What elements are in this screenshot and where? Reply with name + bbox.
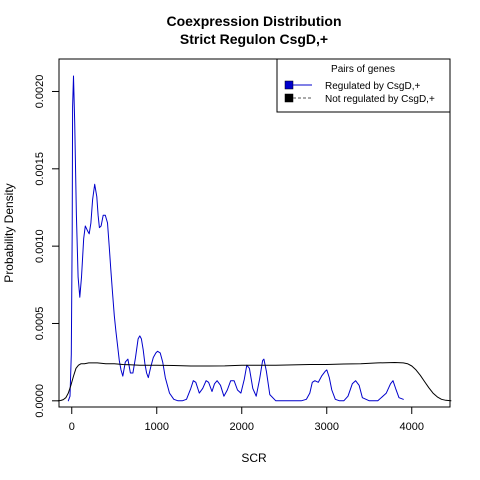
series-line-regulated (67, 75, 404, 402)
x-tick-label: 3000 (315, 421, 339, 433)
x-tick-label: 2000 (230, 421, 254, 433)
legend: Pairs of genes Regulated by CsgD,+ Not r… (276, 58, 451, 113)
legend-entry-not-regulated: Not regulated by CsgD,+ (325, 94, 435, 105)
legend-swatch-not-regulated (284, 93, 294, 103)
y-axis: 0.0000 0.0005 0.0010 0.0015 0.0020 (34, 75, 59, 418)
y-tick-label: 0.0005 (34, 307, 46, 341)
chart-title-line-2: Strict Regulon CsgD,+ (180, 31, 328, 47)
legend-title: Pairs of genes (331, 64, 395, 75)
series-layer (57, 75, 452, 402)
legend-swatch-regulated (284, 80, 294, 90)
y-tick-label: 0.0000 (34, 384, 46, 418)
plot-frame (58, 58, 451, 408)
x-tick-label: 4000 (400, 421, 424, 433)
legend-entry-regulated: Regulated by CsgD,+ (325, 81, 420, 92)
x-tick-label: 1000 (145, 421, 169, 433)
y-tick-label: 0.0020 (34, 75, 46, 109)
x-axis-label: SCR (241, 451, 267, 465)
x-tick-label: 0 (69, 421, 75, 433)
x-axis: 0 1000 2000 3000 4000 (69, 407, 424, 433)
y-axis-label: Probability Density (2, 183, 16, 282)
series-line-not-regulated (57, 362, 452, 402)
y-tick-label: 0.0015 (34, 152, 46, 186)
chart-title-line-1: Coexpression Distribution (166, 13, 341, 29)
y-tick-label: 0.0010 (34, 229, 46, 263)
